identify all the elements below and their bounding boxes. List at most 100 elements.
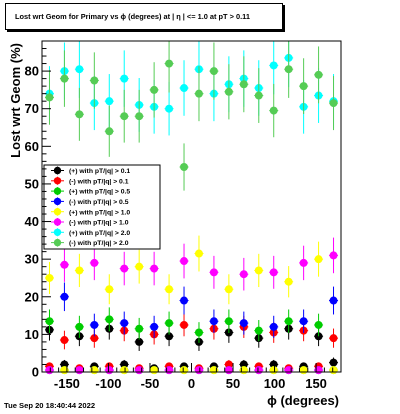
data-point bbox=[60, 336, 69, 345]
data-point bbox=[75, 266, 84, 275]
y-tick-label: 50 bbox=[25, 176, 39, 191]
data-point bbox=[254, 366, 263, 375]
data-point bbox=[209, 67, 218, 76]
data-point bbox=[329, 358, 338, 367]
data-point bbox=[90, 258, 99, 267]
y-tick-label: 60 bbox=[25, 139, 39, 154]
data-point bbox=[329, 296, 338, 305]
x-tick-label: 150 bbox=[305, 376, 327, 391]
data-point bbox=[224, 317, 233, 326]
data-point bbox=[135, 324, 144, 333]
legend-marker bbox=[53, 238, 62, 247]
data-point bbox=[120, 360, 129, 369]
data-point bbox=[329, 251, 338, 260]
data-point bbox=[75, 110, 84, 119]
data-point bbox=[90, 76, 99, 85]
legend-entry-2: (+) with pT/|q| > 0.5 bbox=[51, 187, 130, 196]
y-tick-label: 80 bbox=[25, 64, 39, 79]
data-point bbox=[45, 366, 54, 375]
legend-label: (-) with pT/|q| > 1.0 bbox=[69, 220, 129, 227]
data-point bbox=[239, 319, 248, 328]
legend-entry-6: (+) with pT/|q| > 2.0 bbox=[51, 228, 130, 237]
legend-marker bbox=[53, 208, 62, 216]
data-point bbox=[284, 65, 293, 74]
data-point bbox=[299, 258, 308, 267]
legend: (+) with pT/|q| > 0.1 (-) with pT/|q| > 0… bbox=[43, 164, 161, 250]
legend-label: (+) with pT/|q| > 0.1 bbox=[69, 168, 130, 175]
legend-entry-4: (+) with pT/|q| > 1.0 bbox=[51, 207, 130, 216]
data-point bbox=[224, 360, 233, 369]
series-7 bbox=[44, 41, 339, 191]
data-point bbox=[269, 366, 278, 375]
data-point bbox=[105, 285, 114, 294]
data-point bbox=[165, 319, 174, 328]
series-4 bbox=[44, 235, 339, 375]
data-point bbox=[329, 99, 338, 108]
data-point bbox=[180, 366, 189, 375]
chart-title: Lost wrt Geom for Primary vs ϕ (degrees)… bbox=[15, 12, 250, 21]
data-point bbox=[194, 249, 203, 258]
data-point bbox=[314, 70, 323, 79]
data-point bbox=[60, 292, 69, 301]
data-point bbox=[239, 270, 248, 279]
data-point bbox=[314, 255, 323, 264]
legend-label: (-) with pT/|q| > 0.1 bbox=[69, 178, 129, 185]
data-point bbox=[45, 273, 54, 282]
data-point bbox=[194, 328, 203, 337]
legend-marker bbox=[53, 197, 62, 206]
y-tick-label: 20 bbox=[25, 289, 39, 304]
y-tick-label: 40 bbox=[25, 214, 39, 229]
data-point bbox=[194, 366, 203, 375]
x-tick-label: 50 bbox=[226, 376, 240, 391]
data-point bbox=[180, 320, 189, 329]
data-point bbox=[329, 366, 338, 375]
data-point bbox=[299, 366, 308, 375]
data-point bbox=[105, 97, 114, 106]
data-point bbox=[150, 366, 159, 375]
title-box: Lost wrt Geom for Primary vs ϕ (degrees)… bbox=[5, 3, 283, 30]
data-point bbox=[314, 320, 323, 329]
data-point bbox=[254, 326, 263, 335]
data-point bbox=[105, 127, 114, 136]
legend-marker bbox=[53, 166, 62, 175]
data-point bbox=[120, 366, 129, 375]
data-point bbox=[45, 317, 54, 326]
data-point bbox=[120, 264, 129, 273]
data-point bbox=[75, 322, 84, 331]
data-point bbox=[60, 74, 69, 83]
series-6 bbox=[44, 41, 339, 136]
data-point bbox=[284, 317, 293, 326]
legend-marker bbox=[53, 187, 62, 195]
data-point bbox=[105, 315, 114, 324]
data-point bbox=[224, 87, 233, 96]
data-point bbox=[105, 366, 114, 375]
data-point bbox=[329, 334, 338, 343]
data-point bbox=[194, 89, 203, 98]
data-point bbox=[180, 163, 189, 172]
legend-label: (+) with pT/|q| > 0.5 bbox=[69, 189, 130, 196]
data-point bbox=[165, 59, 174, 68]
data-point bbox=[150, 264, 159, 273]
legend-entry-3: (-) with pT/|q| > 0.5 bbox=[51, 197, 129, 206]
legend-box bbox=[43, 164, 161, 250]
x-axis-label: ϕ (degrees) bbox=[267, 393, 339, 408]
y-tick-label: 70 bbox=[25, 101, 39, 116]
x-tick-label: -100 bbox=[95, 376, 121, 391]
series-3 bbox=[44, 282, 339, 375]
data-point bbox=[90, 320, 99, 329]
data-point bbox=[120, 74, 129, 83]
legend-marker bbox=[53, 177, 62, 185]
data-point bbox=[224, 366, 233, 375]
legend-entry-5: (-) with pT/|q| > 1.0 bbox=[51, 218, 129, 227]
data-point bbox=[284, 277, 293, 286]
legend-entry-0: (+) with pT/|q| > 0.1 bbox=[51, 166, 130, 175]
x-tick-label: -50 bbox=[141, 376, 160, 391]
legend-entry-1: (-) with pT/|q| > 0.1 bbox=[51, 176, 129, 185]
data-point bbox=[180, 296, 189, 305]
data-point bbox=[90, 334, 99, 343]
data-point bbox=[165, 285, 174, 294]
x-tick-label: -150 bbox=[54, 376, 80, 391]
legend-label: (+) with pT/|q| > 1.0 bbox=[69, 209, 130, 216]
data-point bbox=[120, 319, 129, 328]
